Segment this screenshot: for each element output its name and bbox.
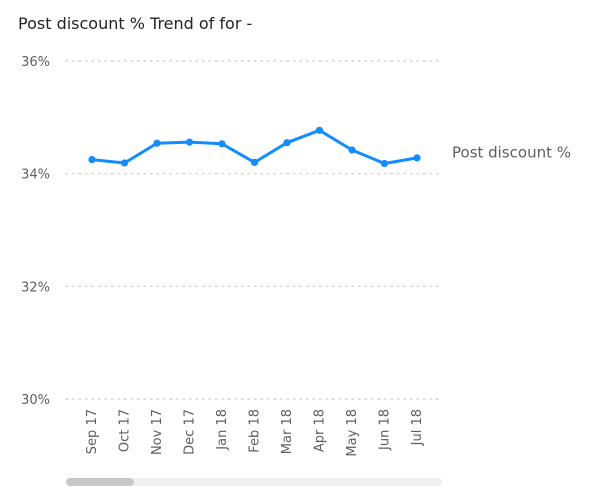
data-point[interactable] bbox=[120, 159, 129, 167]
chart-title: Post discount % Trend of for - bbox=[18, 14, 253, 33]
x-tick-label: Sep 17 bbox=[85, 409, 100, 454]
x-tick-label: Jan 18 bbox=[215, 409, 230, 451]
x-tick-label: Apr 18 bbox=[313, 409, 328, 452]
y-tick-label: 32% bbox=[21, 280, 50, 295]
data-point[interactable] bbox=[185, 138, 194, 146]
data-point[interactable] bbox=[348, 146, 356, 154]
data-point[interactable] bbox=[413, 154, 421, 162]
data-point[interactable] bbox=[218, 140, 226, 148]
y-tick-label: 36% bbox=[21, 55, 50, 70]
y-tick-label: 34% bbox=[21, 168, 50, 183]
horizontal-scrollbar[interactable] bbox=[66, 478, 442, 486]
x-tick-label: Oct 17 bbox=[118, 409, 133, 452]
x-tick-label: May 18 bbox=[345, 409, 360, 457]
series-label: Post discount % bbox=[452, 143, 571, 161]
series-line bbox=[90, 128, 419, 166]
data-point[interactable] bbox=[380, 159, 389, 168]
data-point[interactable] bbox=[88, 155, 96, 164]
x-tick-label: Feb 18 bbox=[248, 409, 263, 453]
x-tick-label: Jun 18 bbox=[378, 409, 393, 451]
x-tick-label: Nov 17 bbox=[150, 409, 165, 455]
data-point[interactable] bbox=[250, 158, 259, 166]
data-point[interactable] bbox=[153, 139, 161, 147]
x-tick-label: Jul 18 bbox=[410, 409, 425, 446]
x-tick-label: Dec 17 bbox=[183, 409, 198, 455]
scrollbar-thumb[interactable] bbox=[66, 478, 134, 486]
data-point[interactable] bbox=[315, 126, 324, 134]
x-tick-label: Mar 18 bbox=[280, 409, 295, 454]
data-point[interactable] bbox=[283, 139, 291, 147]
y-tick-label: 30% bbox=[21, 393, 50, 408]
